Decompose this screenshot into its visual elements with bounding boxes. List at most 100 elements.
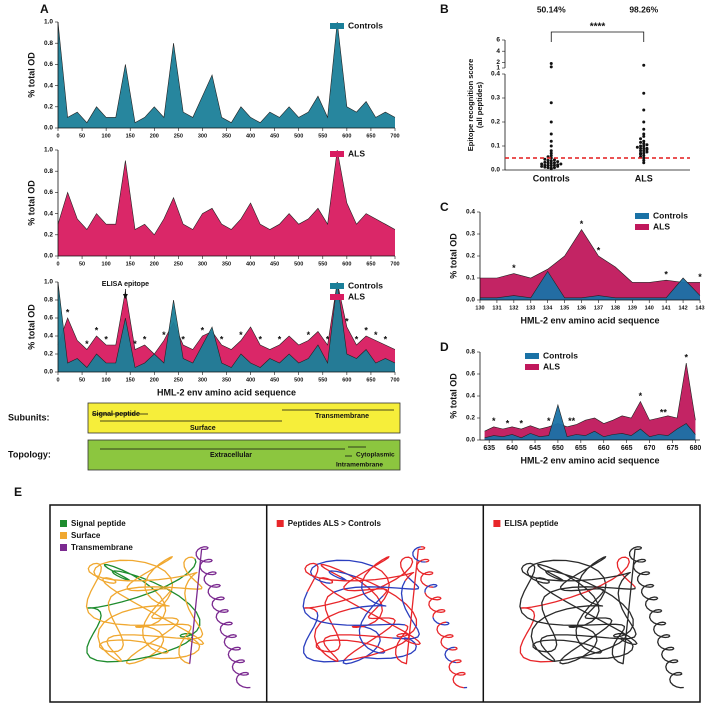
x-axis-label: HML-2 env amino acid sequence [520, 455, 659, 465]
legend-label: ALS [543, 361, 560, 371]
annotation: * [85, 339, 89, 349]
annotation: * [239, 330, 243, 340]
dot [642, 161, 646, 165]
dot [549, 156, 553, 160]
dot [639, 151, 643, 155]
legend-label: ALS [653, 221, 670, 231]
legend-swatch [60, 532, 67, 539]
annotation: * [684, 352, 688, 362]
x-tick-label: 655 [575, 445, 587, 452]
percentage-label: 50.14% [537, 4, 566, 14]
x-tick-label: 300 [198, 261, 207, 267]
dot [642, 132, 646, 136]
subunit-name: Transmembrane [315, 413, 369, 420]
significance-label: **** [590, 22, 606, 33]
annotation: * [355, 334, 359, 344]
annotation-arrowhead [122, 294, 128, 299]
y-tick-label: 0.1 [466, 275, 475, 282]
dot [546, 163, 550, 167]
dot [549, 62, 553, 66]
dot [549, 161, 553, 165]
dot [639, 146, 643, 150]
legend-label: Signal peptide [71, 519, 126, 528]
annotation: * [547, 416, 551, 426]
area-fill [58, 282, 395, 372]
x-tick-label: 136 [577, 305, 586, 311]
legend-swatch [330, 151, 344, 157]
y-tick-label: 1.0 [44, 279, 53, 286]
panel-letter: E [14, 485, 22, 499]
dot [642, 146, 646, 150]
x-tick-label: 500 [294, 133, 303, 139]
y-axis-label: % total OD [448, 373, 458, 419]
y-tick-label: 0.2 [44, 232, 53, 239]
y-tick-label: 0.0 [466, 297, 475, 304]
y-tick-label: 1.0 [44, 147, 53, 154]
dot [642, 134, 646, 138]
y-tick-label: 0.0 [44, 125, 53, 132]
x-tick-label: 137 [594, 305, 603, 311]
legend-label: Controls [543, 350, 578, 360]
x-tick-label: 680 [690, 445, 702, 452]
area-line [484, 403, 696, 439]
x-tick-label: 650 [552, 445, 564, 452]
x-tick-label: 250 [174, 261, 183, 267]
y-tick-label: 0.6 [44, 189, 53, 196]
x-tick-label: 300 [198, 133, 207, 139]
dot [549, 144, 553, 148]
legend-label: Surface [71, 531, 101, 540]
x-tick-label: Controls [533, 173, 570, 183]
dot [549, 101, 553, 105]
legend-swatch [276, 520, 284, 527]
dot [642, 108, 646, 112]
dot [642, 149, 646, 153]
x-tick-label: 131 [492, 305, 501, 311]
legend-swatch [493, 520, 501, 527]
dot [552, 161, 556, 165]
x-tick-label: 350 [222, 133, 231, 139]
panel-letter: C [440, 200, 449, 214]
area-line [57, 21, 396, 124]
x-tick-label: 650 [366, 261, 375, 267]
x-tick-label: 550 [318, 261, 327, 267]
protein-ribbon [392, 580, 420, 640]
dot [639, 137, 643, 141]
topology-box [87, 439, 401, 471]
dot [559, 162, 563, 166]
legend-swatch [60, 520, 67, 527]
annotation: * [698, 272, 702, 282]
annotation: * [326, 334, 330, 344]
annotation: * [580, 219, 584, 229]
percentage-label: 98.26% [629, 4, 658, 14]
area-line [484, 362, 696, 432]
x-tick-label: 550 [318, 377, 327, 383]
topology-label: Topology: [8, 449, 51, 459]
annotation: * [364, 325, 368, 335]
dot [549, 164, 553, 168]
x-tick-label: 660 [598, 445, 610, 452]
dot [543, 160, 547, 164]
annotation: * [307, 330, 311, 340]
x-tick-label: 50 [79, 377, 85, 383]
x-tick-label: 400 [246, 133, 255, 139]
annotation: * [258, 334, 262, 344]
x-tick-label: ALS [635, 173, 653, 183]
dot [635, 145, 639, 149]
protein-ribbon [350, 581, 387, 610]
x-tick-label: 450 [270, 133, 279, 139]
y-tick-label: 0.6 [44, 315, 53, 322]
x-tick-label: 700 [390, 377, 399, 383]
y-tick-label: 0.0 [44, 369, 53, 376]
protein-ribbon [86, 558, 201, 663]
area-line [57, 149, 396, 236]
annotation: * [512, 263, 516, 273]
dot [645, 146, 649, 150]
x-tick-label: 0 [56, 261, 59, 267]
annotation: * [66, 307, 70, 317]
y-tick-label: 0.6 [44, 61, 53, 68]
x-tick-label: 250 [174, 377, 183, 383]
dot [642, 91, 646, 95]
annotation: * [133, 339, 137, 349]
legend-label: Controls [653, 210, 688, 220]
annotation: * [374, 330, 378, 340]
